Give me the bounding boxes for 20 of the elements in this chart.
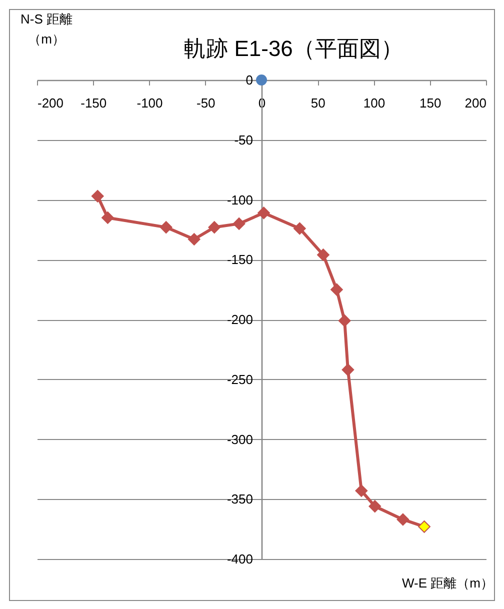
y-tick-label: -350 xyxy=(226,492,253,507)
chart-title: 軌跡 E1-36（平面図） xyxy=(184,36,403,61)
y-tick-label: -300 xyxy=(226,432,253,447)
y-tick-label: 0 xyxy=(246,72,253,88)
y-tick-label: -400 xyxy=(226,552,253,566)
x-tick-label: -200 xyxy=(38,96,64,110)
x-tick-label: -50 xyxy=(196,96,216,110)
y-tick-label: -200 xyxy=(226,312,253,327)
y-tick-label: -250 xyxy=(226,372,253,387)
y-tick-label: -150 xyxy=(226,252,253,268)
x-tick-label: -100 xyxy=(136,96,163,110)
x-tick-label: 200 xyxy=(464,96,486,110)
x-axis-title: W-E 距離（m） xyxy=(402,576,494,590)
y-tick-label: -50 xyxy=(234,132,253,148)
x-tick-label: -150 xyxy=(80,96,107,110)
y-axis-title: N-S 距離（m） xyxy=(20,12,72,46)
x-tick-label: 100 xyxy=(363,96,386,110)
y-tick-label: -100 xyxy=(226,192,253,208)
x-tick-label: 50 xyxy=(310,96,326,110)
x-tick-label: 150 xyxy=(420,96,442,110)
